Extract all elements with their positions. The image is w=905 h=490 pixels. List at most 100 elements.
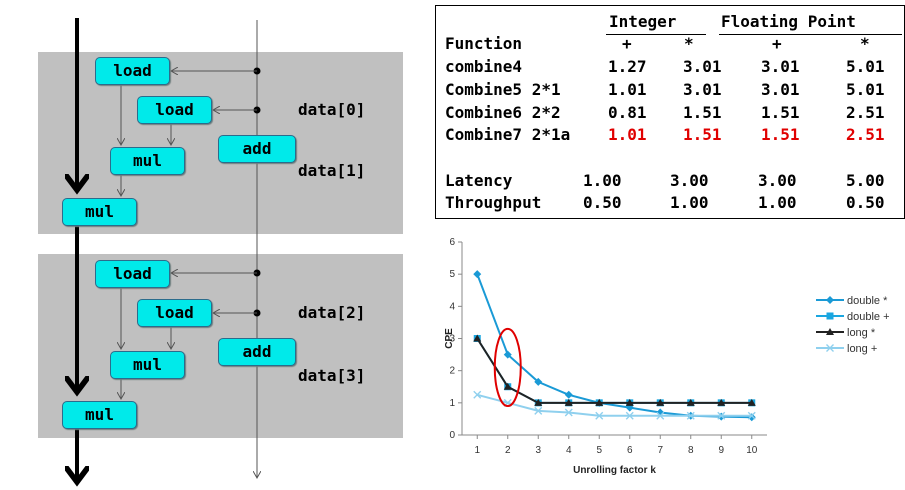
y-tick-label: 6 — [449, 237, 455, 248]
row-value: 2.51 — [846, 103, 885, 122]
throughput-value: 1.00 — [670, 193, 709, 212]
column-header-op: + — [622, 34, 632, 53]
row-function-name: Combine6 2*2 — [445, 103, 561, 122]
add-node: add — [218, 135, 296, 163]
cpe-table: Integer Floating Point Function + * + * … — [435, 5, 905, 219]
column-header-op: + — [772, 34, 782, 53]
row-function-name: Combine5 2*1 — [445, 80, 561, 99]
data-point — [473, 390, 482, 399]
row-value: 1.01 — [608, 125, 647, 144]
latency-value: 5.00 — [846, 171, 885, 190]
x-tick-label: 3 — [535, 445, 541, 456]
mul-node: mul — [110, 351, 185, 379]
data-point — [503, 350, 512, 359]
row-value: 1.27 — [608, 57, 647, 76]
y-tick-label: 2 — [449, 366, 455, 377]
data-point — [564, 398, 573, 406]
data-point — [564, 408, 573, 417]
data-label: data[3] — [298, 366, 366, 385]
data-point — [625, 403, 634, 412]
row-value: 3.01 — [683, 80, 722, 99]
data-point — [686, 398, 695, 406]
data-point — [473, 334, 482, 342]
data-label: data[2] — [298, 303, 366, 322]
row-value: 1.01 — [608, 80, 647, 99]
row-value: 5.01 — [846, 80, 885, 99]
throughput-value: 0.50 — [583, 193, 622, 212]
data-point — [656, 411, 665, 420]
data-point — [717, 411, 726, 420]
x-tick-label: 2 — [505, 445, 511, 456]
latency-value: 3.00 — [758, 171, 797, 190]
data-point — [534, 377, 543, 386]
row-value: 1.51 — [683, 125, 722, 144]
y-axis-label: CPE — [444, 328, 455, 349]
data-point — [747, 398, 756, 406]
latency-value: 3.00 — [670, 171, 709, 190]
header-rule — [606, 34, 706, 35]
x-tick-label: 7 — [657, 445, 663, 456]
throughput-label: Throughput — [445, 193, 542, 212]
x-axis-label: Unrolling factor k — [573, 465, 656, 476]
row-function-name: combine4 — [445, 57, 523, 76]
load-node: load — [137, 96, 212, 124]
data-point — [686, 411, 695, 420]
data-point — [747, 411, 756, 420]
legend-label: long + — [847, 343, 877, 355]
row-value: 0.81 — [608, 103, 647, 122]
cpe-chart: 0 1 2 3 4 5 6 1 2 3 4 5 6 7 8 9 10 Unrolling factor k CPE d… — [444, 237, 890, 476]
series-line — [476, 393, 752, 417]
column-header-op: * — [860, 34, 870, 53]
legend-label: double + — [847, 311, 890, 323]
data-point — [503, 382, 512, 390]
highlight-ellipse — [493, 327, 522, 408]
x-tick-label: 6 — [627, 445, 633, 456]
data-point — [564, 390, 573, 399]
row-function-name: Combine7 2*1a — [445, 125, 571, 144]
legend-marker — [826, 344, 834, 352]
legend-marker — [826, 296, 834, 304]
x-tick-label: 5 — [596, 445, 602, 456]
add-node: add — [218, 338, 296, 366]
column-header-op: * — [684, 34, 694, 53]
data-point — [595, 411, 604, 420]
row-value: 5.01 — [846, 57, 885, 76]
mul-node: mul — [62, 198, 137, 226]
row-value: 1.51 — [683, 103, 722, 122]
data-point — [625, 411, 634, 420]
x-tick-label: 1 — [474, 445, 480, 456]
row-value: 1.51 — [761, 125, 800, 144]
row-value: 2.51 — [846, 125, 885, 144]
mul-node: mul — [110, 147, 185, 175]
load-node: load — [95, 57, 170, 85]
series-line — [476, 337, 752, 404]
row-value: 1.51 — [761, 103, 800, 122]
data-point — [534, 406, 543, 415]
data-point — [595, 398, 604, 406]
x-tick-label: 10 — [746, 445, 758, 456]
legend-label: double * — [847, 295, 888, 307]
row-value: 3.01 — [683, 57, 722, 76]
throughput-value: 1.00 — [758, 193, 797, 212]
mul-node: mul — [62, 401, 137, 429]
header-rule — [719, 34, 902, 35]
y-tick-label: 1 — [449, 398, 455, 409]
data-point — [717, 398, 726, 406]
x-tick-label: 9 — [718, 445, 724, 456]
group-header-float: Floating Point — [721, 12, 856, 31]
dataflow-arrows — [0, 18, 420, 490]
legend-label: long * — [847, 327, 876, 339]
x-tick-label: 4 — [566, 445, 572, 456]
y-tick-label: 0 — [449, 430, 455, 441]
row-value: 3.01 — [761, 57, 800, 76]
data-label: data[1] — [298, 161, 366, 180]
legend-marker — [826, 312, 834, 320]
throughput-value: 0.50 — [846, 193, 885, 212]
y-tick-label: 5 — [449, 269, 455, 280]
data-point — [656, 398, 665, 406]
data-point — [625, 398, 634, 406]
x-tick-label: 8 — [688, 445, 694, 456]
column-header-function: Function — [445, 34, 523, 53]
y-tick-label: 4 — [449, 301, 455, 312]
data-point — [534, 398, 543, 406]
